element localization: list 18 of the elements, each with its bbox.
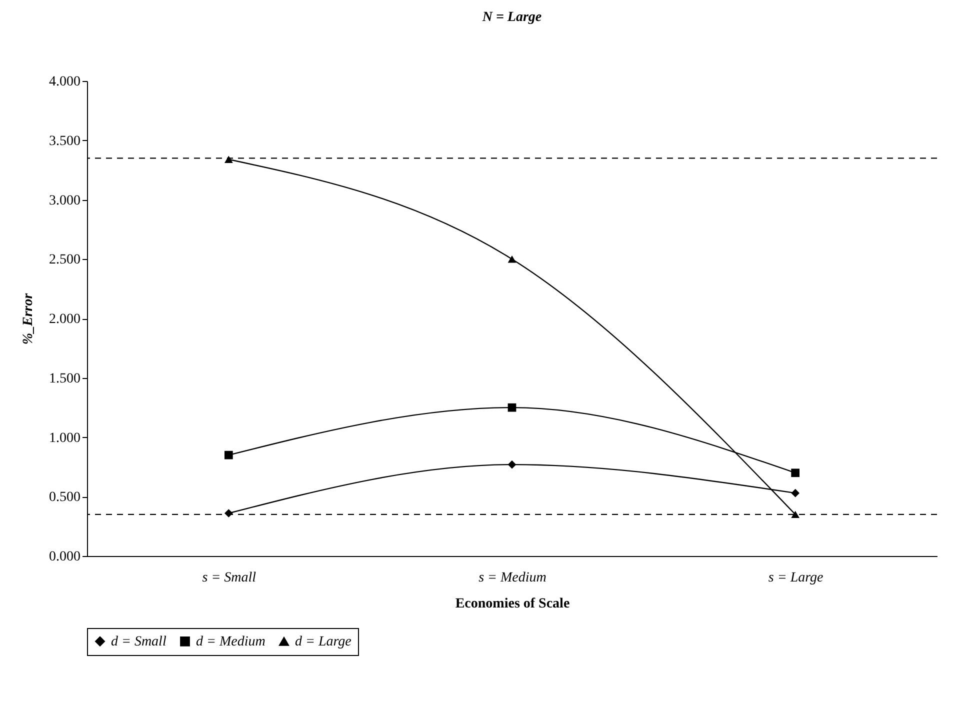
x-axis-title: Economies of Scale — [455, 596, 570, 612]
y-tick-label: 1.500 — [49, 371, 80, 386]
legend-label: d = Small — [111, 634, 166, 650]
legend-label: d = Large — [295, 634, 352, 650]
y-tick-label: 2.000 — [49, 312, 80, 327]
y-tick-label: 0.500 — [49, 490, 80, 506]
y-tick-label: 2.500 — [49, 252, 80, 268]
y-tick-label: 3.000 — [49, 193, 80, 208]
y-tick-label: 1.000 — [49, 430, 80, 446]
y-tick-label: 0.000 — [49, 550, 80, 564]
y-axis-title: %_Error — [21, 292, 36, 345]
chart-title: N = Large — [481, 10, 542, 25]
x-tick-label: s = Medium — [478, 570, 546, 586]
x-tick-label: s = Large — [768, 570, 824, 586]
y-tick-label: 4.000 — [49, 74, 80, 90]
x-tick-label: s = Small — [202, 570, 256, 586]
legend-label: d = Medium — [196, 634, 266, 650]
y-tick-label: 3.500 — [49, 134, 80, 149]
